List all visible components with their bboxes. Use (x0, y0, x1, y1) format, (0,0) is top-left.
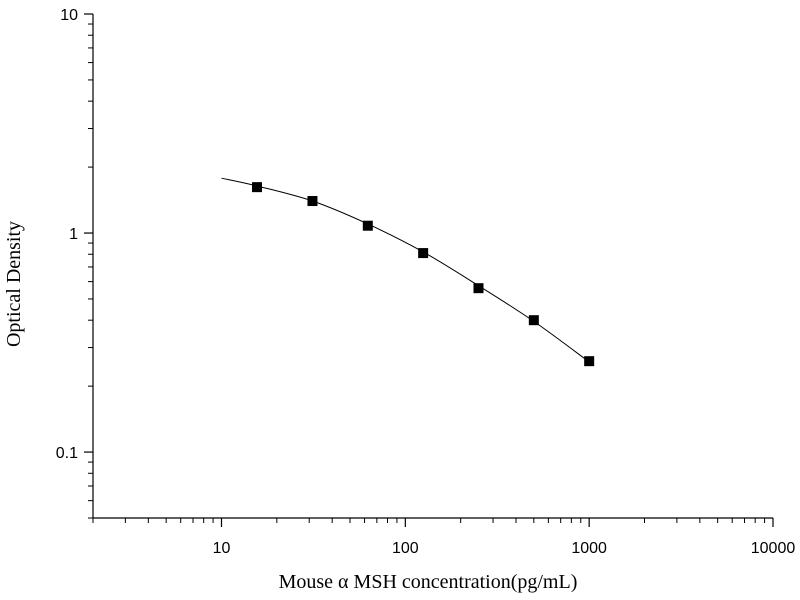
x-tick-label: 100 (392, 540, 419, 557)
x-tick-labels: 10 100 1000 10000 (213, 540, 796, 557)
data-point (307, 196, 318, 207)
y-tick-label: 0.1 (56, 445, 78, 462)
y-tick-label: 1 (69, 226, 78, 243)
x-tick-label: 10000 (751, 540, 796, 557)
y-axis-title: Optical Density (3, 221, 25, 347)
data-point (473, 283, 484, 294)
fit-curve (221, 177, 590, 363)
minor-ticks (88, 23, 766, 523)
data-point (251, 182, 262, 193)
data-point (418, 248, 429, 259)
major-ticks (84, 13, 774, 527)
x-tick-label: 10 (213, 540, 231, 557)
y-tick-label: 10 (60, 7, 78, 24)
data-point (528, 315, 539, 326)
data-point (362, 220, 373, 231)
data-points (251, 182, 595, 367)
data-point (584, 356, 595, 367)
x-axis-title: Mouse α MSH concentration(pg/mL) (279, 571, 578, 593)
x-tick-label: 1000 (571, 540, 607, 557)
axes (92, 14, 773, 519)
y-tick-labels: 0.1 1 10 (56, 7, 78, 462)
